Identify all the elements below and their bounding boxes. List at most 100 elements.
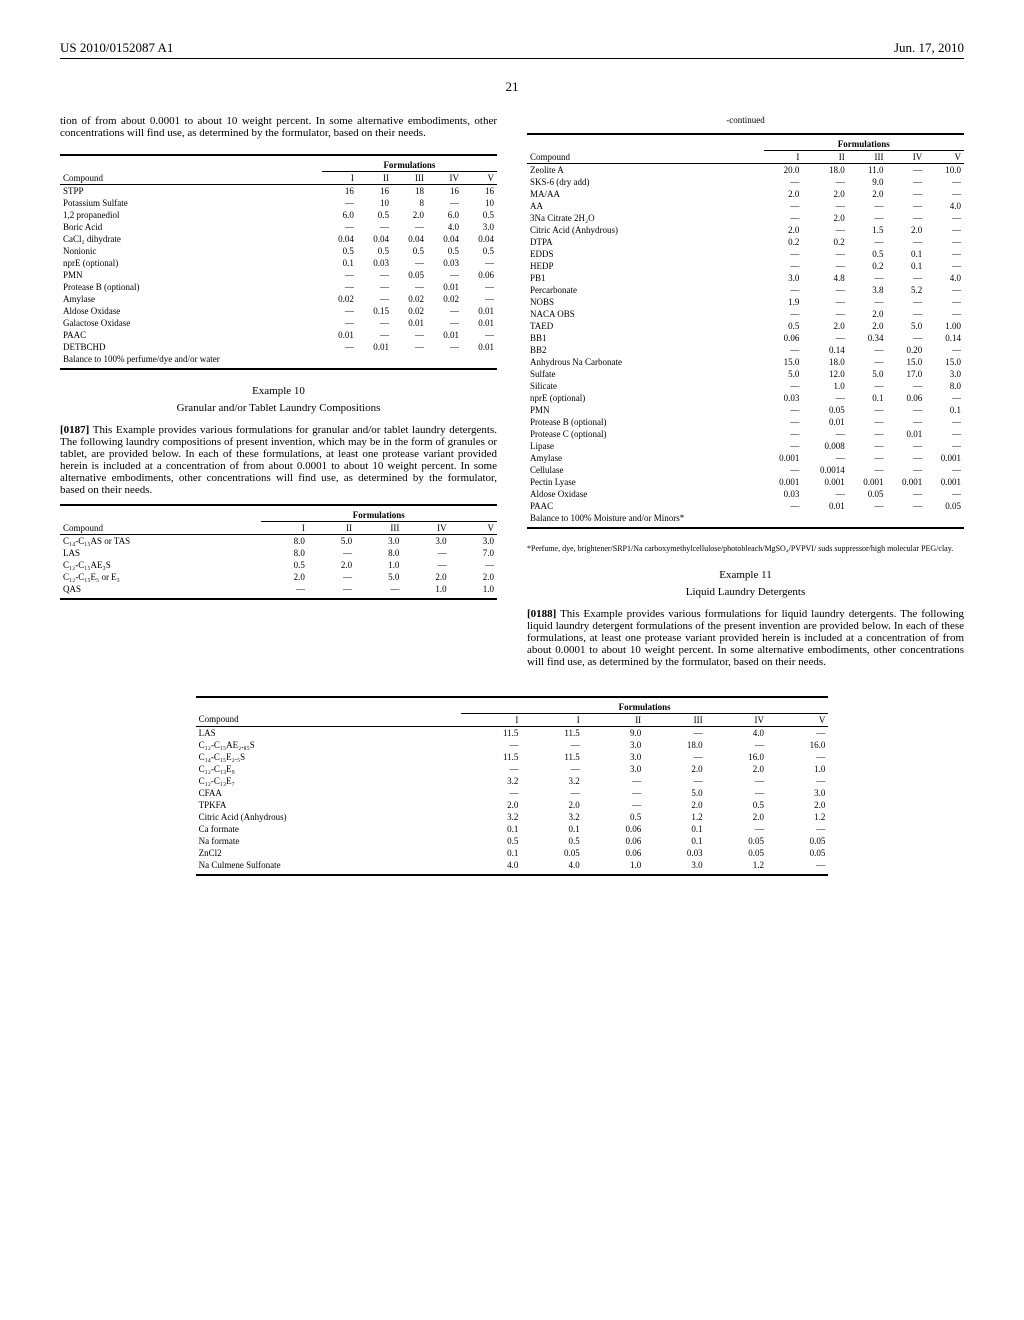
table-cell: 16.0 (706, 751, 767, 763)
table-cell: — (322, 269, 357, 281)
table-row: Citric Acid (Anhydrous)3.23.20.51.22.01.… (196, 811, 829, 823)
table-cell: Amylase (527, 452, 764, 464)
table-cell: Citric Acid (Anhydrous) (527, 224, 764, 236)
table-cell: 2.0 (848, 188, 887, 200)
column-header: IV (402, 522, 449, 535)
table-cell: 3.0 (583, 763, 644, 775)
table-cell: C₁₂-C₁₅AE₃S (60, 559, 261, 571)
table-cell: — (802, 428, 847, 440)
table-cell: — (802, 488, 847, 500)
table-cell: Balance to 100% perfume/dye and/or water (60, 353, 322, 369)
table-row: 1,2 propanediol6.00.52.06.00.5 (60, 209, 497, 221)
table-cell: 16 (427, 185, 462, 198)
table-row: Ca formate0.10.10.060.1—— (196, 823, 829, 835)
table-cell: — (764, 416, 803, 428)
table-cell: — (461, 787, 521, 799)
table-cell: — (427, 317, 462, 329)
table-row: C₁₄-C₁₅AS or TAS8.05.03.03.03.0 (60, 535, 497, 548)
table-cell: 3.2 (521, 775, 582, 787)
table-cell: 2.0 (706, 811, 767, 823)
table-cell: — (427, 269, 462, 281)
table-cell: — (644, 726, 705, 739)
table-row: CaCl₂ dihydrate0.040.040.040.040.04 (60, 233, 497, 245)
table-row: PAAC—0.01——0.05 (527, 500, 964, 512)
table-cell: 4.0 (521, 859, 582, 875)
table-row: Pectin Lyase0.0010.0010.0010.0010.001 (527, 476, 964, 488)
table-cell: 0.2 (848, 260, 887, 272)
table-cell: Aldose Oxidase (527, 488, 764, 500)
table-cell: — (764, 248, 803, 260)
table-cell: 0.04 (357, 233, 392, 245)
table-cell: 0.5 (357, 245, 392, 257)
table-cell: 18.0 (802, 356, 847, 368)
table-cell: 4.0 (925, 272, 964, 284)
table-cell: 0.01 (886, 428, 925, 440)
table-cell: — (767, 751, 828, 763)
table-cell: Boric Acid (60, 221, 322, 233)
column-header: II (357, 172, 392, 185)
table-cell (427, 353, 462, 369)
table-cell: 1.2 (706, 859, 767, 875)
table-cell: 2.0 (802, 212, 847, 224)
table-cell: — (767, 859, 828, 875)
table-row: Protease C (optional)———0.01— (527, 428, 964, 440)
table-cell: 0.5 (462, 209, 497, 221)
table-row: Citric Acid (Anhydrous)2.0—1.52.0— (527, 224, 964, 236)
table-cell: C₁₂-C₁₅AE₂.₈₅S (196, 739, 461, 751)
table-cell: 3.0 (355, 535, 402, 548)
table-cell: 4.0 (925, 200, 964, 212)
table-cell: 0.01 (462, 341, 497, 353)
table-cell: — (925, 392, 964, 404)
publication-date: Jun. 17, 2010 (894, 40, 964, 56)
table-cell: — (322, 305, 357, 317)
table-cell: — (764, 176, 803, 188)
table-cell: 0.1 (461, 823, 521, 835)
table-cell: 0.5 (521, 835, 582, 847)
table-cell: 3.0 (925, 368, 964, 380)
table-cell: — (886, 200, 925, 212)
table-row: C₁₂-C₁₃E₉——3.02.02.01.0 (196, 763, 829, 775)
table-row: LAS8.0—8.0—7.0 (60, 547, 497, 559)
table-cell: LAS (60, 547, 261, 559)
table-cell: 0.01 (322, 329, 357, 341)
table-cell: 16 (357, 185, 392, 198)
table-cell: 1,2 propanediol (60, 209, 322, 221)
table-cell: — (886, 212, 925, 224)
example-10-subtitle: Granular and/or Tablet Laundry Compositi… (60, 402, 497, 414)
table-row: Boric Acid———4.03.0 (60, 221, 497, 233)
table-cell: 0.15 (357, 305, 392, 317)
table-cell: 0.04 (462, 233, 497, 245)
table-cell: — (886, 452, 925, 464)
formulations-label: Formulations (322, 155, 497, 172)
table-cell: 0.02 (427, 293, 462, 305)
table-cell: 0.1 (644, 835, 705, 847)
table-cell: — (886, 236, 925, 248)
table-cell: BB2 (527, 344, 764, 356)
table-cell: QAS (60, 583, 261, 599)
table-cell: 0.001 (764, 476, 803, 488)
table-cell: STPP (60, 185, 322, 198)
table-cell: 0.06 (583, 835, 644, 847)
table-cell: 17.0 (886, 368, 925, 380)
table-row: BB2—0.14—0.20— (527, 344, 964, 356)
table-cell: 16 (462, 185, 497, 198)
table-cell: C₁₂-C₁₅E₅ or E₃ (60, 571, 261, 583)
table-cell: 0.06 (462, 269, 497, 281)
para-number: [0188] (527, 608, 556, 620)
table-cell: 5.0 (848, 368, 887, 380)
table-cell: 10 (357, 197, 392, 209)
table-cell: 0.5 (462, 245, 497, 257)
table-cell: — (764, 464, 803, 476)
table-cell: EDDS (527, 248, 764, 260)
example-11-subtitle: Liquid Laundry Detergents (527, 586, 964, 598)
table-cell: 0.1 (886, 260, 925, 272)
table-cell: 0.03 (427, 257, 462, 269)
table-cell: — (802, 200, 847, 212)
table-row: nprE (optional)0.10.03—0.03— (60, 257, 497, 269)
table-row: nprE (optional)0.03—0.10.06— (527, 392, 964, 404)
table-row: CFAA———5.0—3.0 (196, 787, 829, 799)
table-cell: — (848, 416, 887, 428)
table-cell: — (886, 440, 925, 452)
table-cell: 0.008 (802, 440, 847, 452)
column-header: I (461, 713, 521, 726)
